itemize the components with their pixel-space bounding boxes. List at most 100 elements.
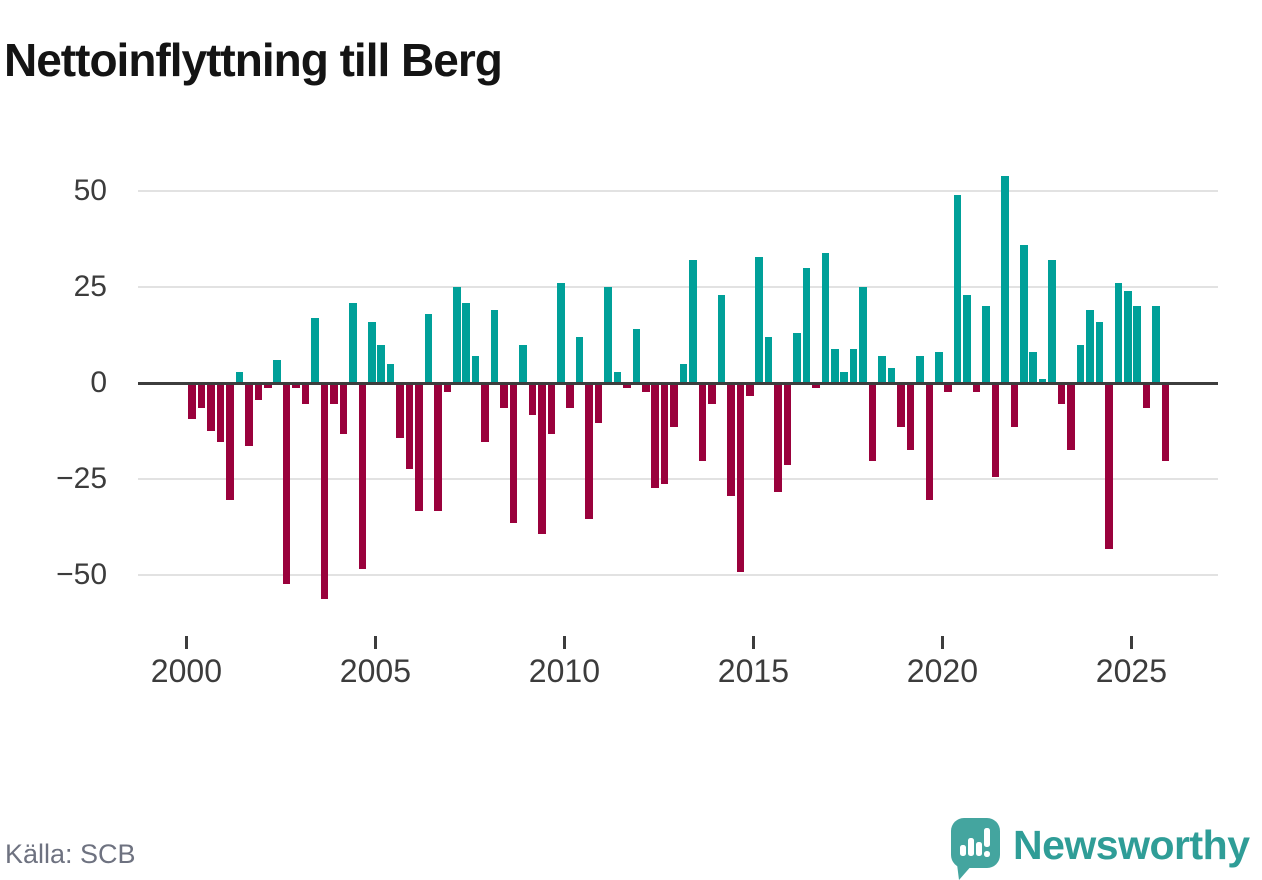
- bar-2007-q2: [462, 302, 471, 383]
- y-axis-label: 25: [73, 270, 107, 304]
- bar-2024-q3: [1114, 283, 1123, 383]
- bar-2025-q3: [1152, 306, 1160, 383]
- bar-2004-q1: [339, 384, 348, 435]
- bar-2017-q2: [840, 371, 849, 383]
- page-title: Nettoinflyttning till Berg: [4, 33, 503, 86]
- logo-exclamation-dot-icon: [984, 851, 990, 857]
- bar-2023-q2: [1067, 384, 1075, 450]
- x-axis-label: 2025: [1095, 653, 1167, 689]
- bar-2000-q4: [216, 384, 225, 442]
- x-axis-label: 2010: [528, 653, 600, 689]
- bar-2007-q3: [471, 356, 480, 383]
- x-axis-tick: [940, 636, 944, 649]
- bar-2001-q2: [235, 371, 244, 383]
- bar-2011-q1: [604, 287, 612, 383]
- bar-2012-q4: [670, 384, 678, 427]
- bar-2015-q4: [783, 384, 792, 465]
- bar-2023-q3: [1076, 344, 1085, 383]
- bar-2021-q4: [1010, 384, 1019, 427]
- bar-2015-q2: [764, 337, 773, 383]
- bar-2020-q4: [972, 384, 981, 393]
- source-caption: Källa: SCB: [5, 839, 136, 869]
- bar-2022-q4: [1048, 260, 1056, 383]
- bar-2016-q2: [802, 268, 811, 383]
- bar-2000-q1: [188, 384, 196, 419]
- x-axis-tick: [751, 636, 755, 649]
- logo-bar-icon: [976, 842, 982, 856]
- bar-2023-q4: [1086, 310, 1094, 383]
- bar-2013-q1: [679, 363, 688, 383]
- bar-2010-q1: [566, 384, 574, 408]
- x-axis-label: 2020: [906, 653, 978, 689]
- x-axis-label: 2015: [717, 653, 789, 689]
- bar-2004-q2: [349, 302, 357, 383]
- bar-2013-q2: [689, 260, 697, 383]
- bar-2016-q4: [821, 252, 830, 383]
- bar-2010-q4: [594, 384, 603, 423]
- x-axis-label: 2005: [339, 653, 411, 689]
- bar-2005-q1: [377, 344, 385, 383]
- bar-2013-q3: [698, 384, 707, 462]
- x-axis-tick: [184, 636, 188, 649]
- bar-2018-q2: [878, 356, 886, 383]
- y-axis-label: −25: [56, 461, 107, 495]
- bar-2024-q4: [1123, 291, 1132, 383]
- bar-2005-q3: [396, 384, 404, 439]
- y-axis-label: 50: [73, 174, 107, 208]
- bar-2016-q1: [793, 333, 801, 383]
- bar-2007-q1: [453, 287, 461, 383]
- logo-exclamation-icon: [984, 828, 990, 847]
- bar-2009-q2: [538, 384, 546, 534]
- bar-2003-q4: [330, 384, 338, 404]
- bar-2024-q2: [1105, 384, 1113, 550]
- bar-2012-q3: [660, 384, 669, 485]
- bar-2001-q1: [226, 384, 234, 500]
- bar-2020-q2: [953, 195, 962, 383]
- bar-2013-q4: [708, 384, 716, 404]
- bar-2014-q3: [736, 384, 745, 573]
- bar-2011-q2: [613, 371, 622, 383]
- bar-2017-q1: [831, 348, 839, 383]
- bar-2021-q1: [982, 306, 990, 383]
- bar-2005-q2: [386, 363, 395, 383]
- bar-2025-q2: [1142, 384, 1151, 408]
- bar-2015-q1: [755, 256, 763, 383]
- bar-2004-q4: [367, 321, 376, 383]
- logo-bar-icon: [968, 838, 974, 856]
- bar-2010-q2: [575, 337, 584, 383]
- bar-2006-q1: [415, 384, 423, 511]
- gridline: [138, 190, 1218, 193]
- bar-2000-q3: [207, 384, 215, 431]
- bar-2014-q2: [727, 384, 735, 496]
- bar-2002-q2: [273, 360, 282, 383]
- bar-2007-q4: [481, 384, 489, 442]
- bar-2020-q1: [944, 384, 952, 393]
- bar-2022-q1: [1020, 245, 1028, 383]
- bar-2009-q4: [556, 283, 565, 383]
- bar-2000-q2: [197, 384, 206, 408]
- x-axis-tick: [1129, 636, 1133, 649]
- bar-2006-q2: [424, 314, 433, 383]
- gridline: [138, 573, 1218, 576]
- bar-2020-q3: [963, 294, 971, 383]
- bar-2019-q3: [925, 384, 934, 500]
- bar-2011-q3: [623, 384, 631, 389]
- bar-2017-q4: [859, 287, 867, 383]
- bar-2002-q1: [264, 384, 272, 389]
- logo-speech-tail-icon: [957, 864, 973, 880]
- y-axis-label: −50: [56, 557, 107, 591]
- bar-2012-q1: [642, 384, 650, 393]
- bar-2021-q3: [1001, 176, 1009, 383]
- bar-2008-q2: [500, 384, 508, 408]
- bar-2012-q2: [651, 384, 660, 488]
- newsworthy-branding: Newsworthy: [951, 816, 1262, 880]
- x-axis-tick: [373, 636, 377, 649]
- bar-2022-q2: [1029, 352, 1038, 383]
- bar-2018-q3: [887, 367, 896, 383]
- plot-area: [138, 153, 1218, 613]
- bar-2002-q4: [292, 384, 300, 389]
- bar-2008-q3: [509, 384, 518, 523]
- bar-2003-q2: [311, 317, 319, 383]
- bar-2004-q3: [358, 384, 367, 569]
